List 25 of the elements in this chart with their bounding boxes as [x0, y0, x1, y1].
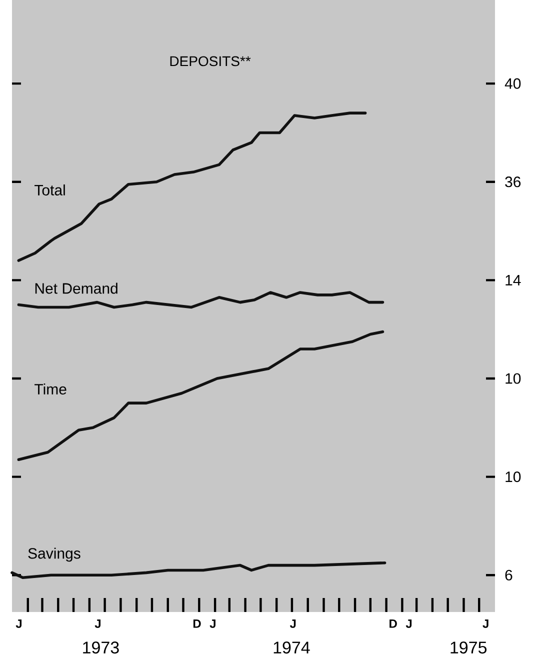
- line-series: [17, 112, 367, 262]
- y3-tick-label: 6: [505, 570, 512, 580]
- text: J: [94, 620, 100, 628]
- x-tick-label: 1975: [450, 642, 487, 654]
- y-tick-label: 40: [504, 78, 521, 89]
- text: Time: [34, 384, 66, 395]
- text: J: [290, 620, 296, 628]
- text: D: [193, 620, 201, 628]
- x-tick-label: 1974: [274, 642, 310, 654]
- series-label: Savings: [28, 548, 80, 562]
- line-series: [17, 330, 384, 462]
- series-label: Net Demand: [35, 282, 118, 294]
- text: J: [406, 620, 412, 628]
- y2-tick-label: 10: [506, 373, 521, 384]
- text: J: [16, 620, 22, 628]
- x-tick-label: 1973: [83, 642, 119, 654]
- text: DEPOSITS**: [170, 56, 251, 66]
- y-tick-label: 36: [505, 176, 521, 188]
- y3-tick-label: 10: [506, 472, 521, 482]
- text: J: [210, 620, 216, 628]
- text: Total: [34, 184, 65, 196]
- y2-tick-label: 14: [506, 275, 521, 286]
- line-series: [10, 561, 386, 579]
- text: D: [390, 620, 397, 628]
- text: J: [482, 620, 488, 628]
